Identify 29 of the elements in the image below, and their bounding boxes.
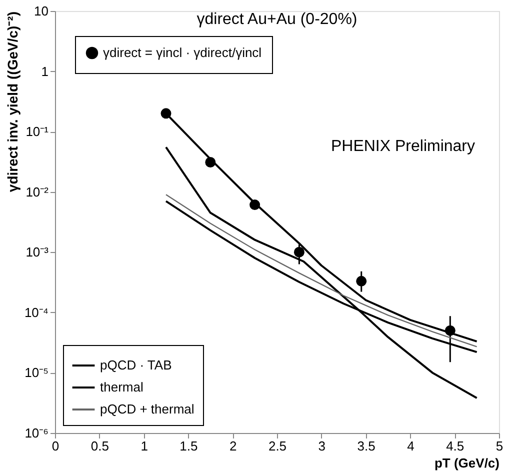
point — [294, 246, 304, 258]
x-tick-label: 2 — [229, 438, 237, 454]
x-tick-label: 1.5 — [180, 438, 198, 454]
x-tick-label: 2.5 — [268, 438, 287, 454]
y-tick-label: 10⁻³ — [26, 244, 50, 260]
x-tick-label: 4.5 — [446, 438, 464, 454]
chart-title: γdirect Au+Au (0-20%) — [196, 11, 358, 28]
x-axis-title: pT (GeV/c) — [434, 456, 500, 470]
y-tick-label: 10⁻² — [26, 184, 50, 200]
x-tick-label: 5 — [496, 438, 504, 454]
y-tick-label: 10⁻⁴ — [24, 304, 48, 320]
point — [356, 276, 367, 286]
x-tick-label: 3 — [318, 438, 326, 454]
x-tick-label: 1 — [140, 438, 148, 454]
y-tick-label: 10 — [34, 4, 48, 18]
y-axis-title: γdirect inv. yield ((GeV/c)⁻²) — [4, 12, 20, 192]
legend-label: pQCD · TAB — [100, 358, 172, 372]
y-tick-label: 10⁻⁵ — [24, 365, 48, 380]
x-tick-label: 0.5 — [90, 438, 109, 454]
x-tick-label: 4 — [407, 438, 414, 454]
y-tick-label: 10⁻¹ — [26, 124, 50, 140]
x-tick-label: 0 — [52, 438, 60, 454]
y-tick-label: 10⁻⁶ — [24, 426, 48, 440]
x-tick-label: 3.5 — [357, 438, 376, 454]
y-tick-label: 1 — [41, 64, 48, 79]
annotation: PHENIX Preliminary — [330, 138, 475, 155]
legend-label: thermal — [100, 380, 144, 394]
legend-label: pQCD + thermal — [100, 402, 194, 416]
legend-label: γdirect = γincl · γdirect/γincl — [103, 45, 262, 60]
